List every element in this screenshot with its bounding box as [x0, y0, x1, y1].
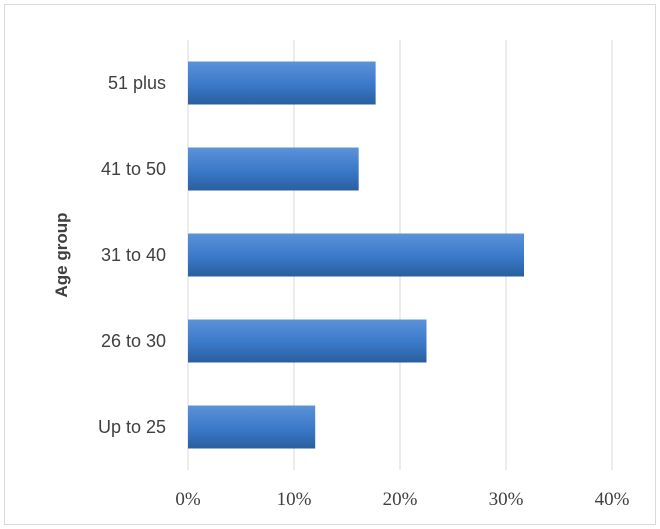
category-label: 31 to 40 [101, 245, 166, 265]
y-axis-title: Age group [52, 213, 71, 298]
bar [188, 319, 427, 363]
x-tick-label: 40% [595, 489, 630, 510]
bar [188, 405, 316, 449]
bar [188, 233, 525, 277]
category-label: 26 to 30 [101, 331, 166, 351]
category-label: 51 plus [108, 73, 166, 93]
category-labels: Up to 25 26 to 30 31 to 40 41 to 50 51 plus [98, 73, 166, 437]
x-tick-label: 30% [489, 489, 524, 510]
category-label: Up to 25 [98, 417, 166, 437]
x-tick-label: 10% [277, 489, 312, 510]
x-tick-label: 20% [383, 489, 418, 510]
x-tick-label: 0% [175, 489, 201, 510]
bars [188, 61, 525, 449]
bar [188, 147, 359, 191]
category-label: 41 to 50 [101, 159, 166, 179]
bar [188, 61, 376, 105]
x-tick-labels: 0% 10% 20% 30% 40% [175, 489, 629, 510]
